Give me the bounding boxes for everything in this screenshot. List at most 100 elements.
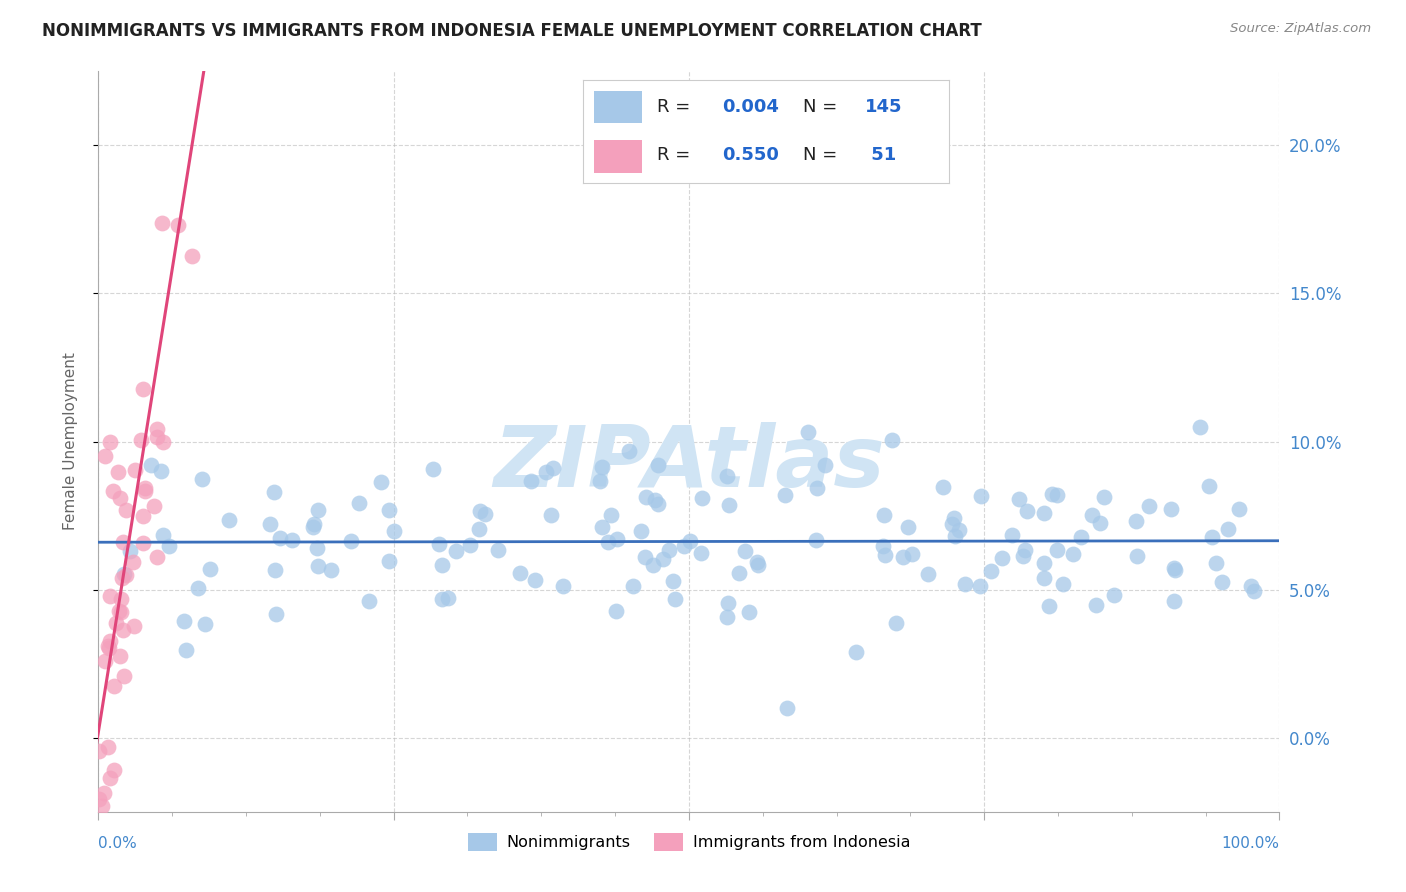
Point bbox=[307, 558, 329, 573]
Point bbox=[747, 558, 769, 573]
Point bbox=[1081, 508, 1104, 522]
Point bbox=[152, 434, 174, 449]
Point bbox=[1164, 563, 1187, 577]
Point bbox=[509, 566, 531, 581]
Point bbox=[1062, 547, 1084, 561]
Point bbox=[131, 509, 153, 524]
Point bbox=[200, 562, 222, 576]
Text: ZIPAtlas: ZIPAtlas bbox=[494, 422, 884, 505]
Point bbox=[134, 481, 156, 495]
Point bbox=[110, 491, 132, 505]
Point bbox=[111, 623, 134, 637]
Point bbox=[174, 642, 197, 657]
Point bbox=[664, 591, 686, 606]
Point bbox=[468, 522, 491, 536]
Point bbox=[120, 544, 142, 558]
Point bbox=[1092, 490, 1115, 504]
Point bbox=[112, 669, 135, 683]
Point bbox=[180, 49, 202, 63]
Point bbox=[103, 483, 125, 498]
Point bbox=[205, 49, 228, 63]
Text: R =: R = bbox=[657, 146, 696, 164]
Point bbox=[1163, 560, 1185, 574]
Point bbox=[1198, 479, 1220, 493]
Point bbox=[430, 558, 453, 573]
Point bbox=[647, 496, 669, 510]
Point bbox=[108, 648, 131, 663]
Point bbox=[264, 607, 287, 621]
Point bbox=[690, 491, 713, 505]
Point bbox=[458, 538, 481, 552]
Point bbox=[1040, 487, 1063, 501]
Point bbox=[1240, 579, 1263, 593]
Point bbox=[263, 485, 285, 500]
Point bbox=[948, 523, 970, 537]
Point bbox=[845, 645, 868, 659]
Point bbox=[110, 605, 132, 619]
Point bbox=[87, 744, 110, 758]
Point bbox=[194, 617, 217, 632]
Point bbox=[901, 548, 924, 562]
Point bbox=[269, 531, 291, 545]
Point bbox=[124, 618, 146, 632]
Point bbox=[634, 549, 657, 564]
Point bbox=[103, 763, 125, 777]
Point bbox=[727, 566, 749, 580]
Bar bbox=[595, 140, 643, 173]
Text: 0.004: 0.004 bbox=[723, 98, 779, 116]
Point bbox=[146, 421, 169, 435]
Point bbox=[422, 462, 444, 476]
Point bbox=[111, 572, 134, 586]
Point bbox=[1227, 502, 1250, 516]
Point bbox=[717, 499, 740, 513]
Point bbox=[347, 496, 370, 510]
Point bbox=[1038, 599, 1060, 613]
Text: R =: R = bbox=[657, 98, 696, 116]
Point bbox=[969, 579, 991, 593]
Point bbox=[969, 489, 991, 503]
Point bbox=[187, 581, 209, 595]
Y-axis label: Female Unemployment: Female Unemployment bbox=[63, 352, 77, 531]
Point bbox=[776, 701, 799, 715]
Point bbox=[1033, 556, 1056, 570]
Point bbox=[661, 574, 683, 588]
Point bbox=[89, 791, 111, 805]
Point bbox=[181, 250, 204, 264]
Point bbox=[591, 460, 613, 475]
Point bbox=[880, 433, 903, 447]
Point bbox=[98, 434, 121, 449]
Point bbox=[281, 533, 304, 548]
Point bbox=[606, 532, 628, 546]
Bar bbox=[595, 91, 643, 123]
Point bbox=[145, 549, 167, 564]
Point bbox=[1125, 514, 1147, 528]
Point bbox=[430, 591, 453, 606]
Point bbox=[107, 604, 129, 618]
Point bbox=[605, 604, 627, 618]
Point bbox=[370, 475, 392, 489]
Point bbox=[644, 492, 666, 507]
Point bbox=[132, 382, 155, 396]
Point bbox=[115, 503, 138, 517]
Point bbox=[551, 579, 574, 593]
Point bbox=[110, 591, 132, 606]
Point bbox=[105, 615, 128, 630]
Point bbox=[1033, 506, 1056, 520]
Point bbox=[1205, 556, 1227, 570]
Point bbox=[139, 458, 162, 472]
Point bbox=[524, 574, 547, 588]
Point bbox=[150, 465, 173, 479]
Text: 145: 145 bbox=[865, 98, 903, 116]
Point bbox=[717, 596, 740, 610]
Point bbox=[157, 539, 180, 553]
Point bbox=[980, 564, 1002, 578]
Point bbox=[218, 513, 240, 527]
Point bbox=[873, 548, 896, 562]
Point bbox=[872, 539, 894, 553]
Point bbox=[673, 539, 696, 553]
Point bbox=[305, 541, 328, 556]
Point bbox=[307, 502, 329, 516]
Point bbox=[589, 474, 612, 488]
Point bbox=[339, 533, 361, 548]
Point bbox=[647, 458, 669, 473]
